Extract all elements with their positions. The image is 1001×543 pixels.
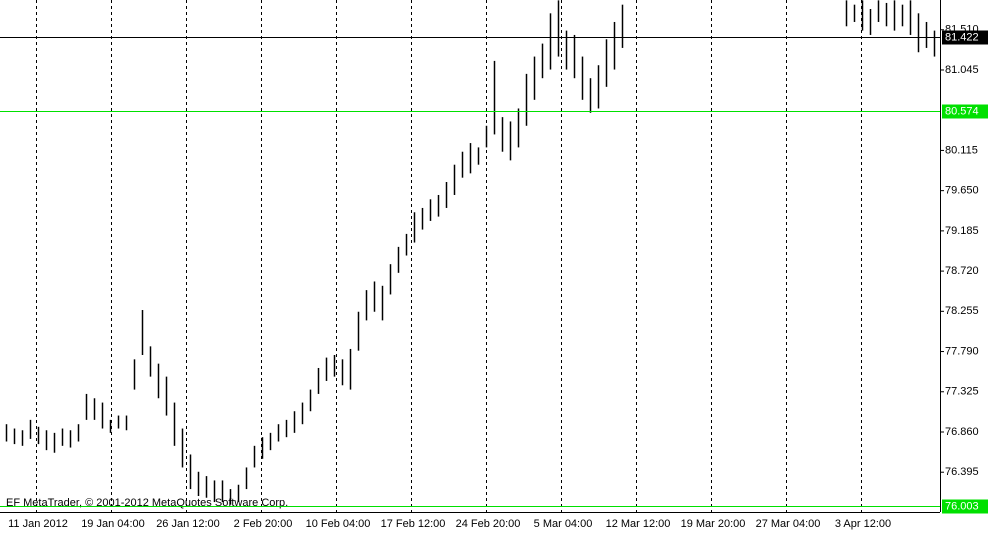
x-tick-label: 26 Jan 12:00 <box>156 518 220 530</box>
price-level-box <box>942 104 988 119</box>
copyright: EF MetaTrader, © 2001-2012 MetaQuotes So… <box>6 497 288 509</box>
y-tick-label: 79.650 <box>945 185 979 197</box>
y-tick-label: 76.860 <box>945 426 979 438</box>
x-tick-label: 24 Feb 20:00 <box>456 518 521 530</box>
x-tick-label: 19 Mar 20:00 <box>681 518 746 530</box>
y-tick-label: 77.790 <box>945 345 979 357</box>
x-tick-label: 17 Feb 12:00 <box>381 518 446 530</box>
y-tick-label: 78.720 <box>945 265 979 277</box>
y-tick-label: 76.395 <box>945 466 979 478</box>
x-tick-label: 5 Mar 04:00 <box>534 518 593 530</box>
price-level-label: 81.422 <box>945 31 979 43</box>
price-level-label: 80.574 <box>945 105 979 117</box>
y-tick-label: 77.325 <box>945 386 979 398</box>
x-tick-label: 27 Mar 04:00 <box>756 518 821 530</box>
x-tick-label: 10 Feb 04:00 <box>306 518 371 530</box>
x-tick-label: 11 Jan 2012 <box>8 518 68 530</box>
x-tick-label: 3 Apr 12:00 <box>835 518 891 530</box>
price-level-box <box>942 499 988 514</box>
price-level-box <box>942 30 988 45</box>
y-tick-label: 80.115 <box>945 144 978 156</box>
x-tick-label: 2 Feb 20:00 <box>234 518 293 530</box>
x-tick-label: 19 Jan 04:00 <box>81 518 145 530</box>
y-tick-label: 79.185 <box>945 225 979 237</box>
x-tick-label: 12 Mar 12:00 <box>606 518 671 530</box>
y-tick-label: 81.045 <box>945 64 979 76</box>
y-tick-label: 78.255 <box>945 305 979 317</box>
price-level-label: 76.003 <box>945 500 979 512</box>
